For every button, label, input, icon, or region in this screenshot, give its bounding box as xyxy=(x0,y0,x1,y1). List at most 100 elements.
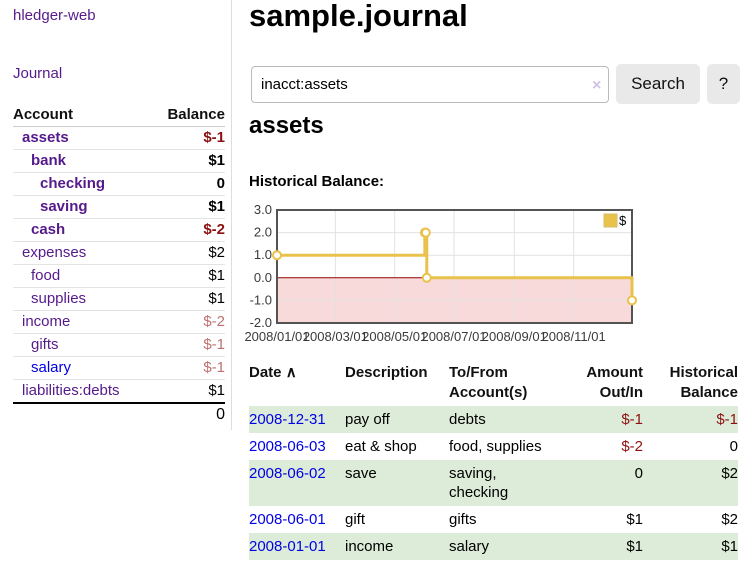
transaction-balance: $2 xyxy=(643,460,738,506)
sidebar-item-journal[interactable]: Journal xyxy=(13,65,63,82)
transaction-date-link[interactable]: 2008-01-01 xyxy=(249,538,326,555)
account-balance: $-1 xyxy=(150,356,225,380)
clear-search-icon[interactable]: × xyxy=(592,77,602,94)
transaction-accounts: debts xyxy=(449,406,549,433)
page-title: sample.journal xyxy=(249,0,468,33)
sidebar: hledger-web Journal Account Balance asse… xyxy=(0,0,232,430)
svg-text:1.0: 1.0 xyxy=(254,247,272,262)
svg-text:2008/11/01: 2008/11/01 xyxy=(542,329,606,344)
transaction-balance: 0 xyxy=(729,438,738,455)
account-row-checking: checking 0 xyxy=(13,172,225,196)
accounts-column-header: To/From Account(s) xyxy=(449,364,528,401)
account-balance: $1 xyxy=(150,379,225,403)
account-balance: $2 xyxy=(150,241,225,265)
main-content: sample.journal × Search ? assets Histori… xyxy=(249,0,742,582)
account-link-checking[interactable]: checking xyxy=(40,175,106,192)
account-link-assets[interactable]: assets xyxy=(22,129,69,146)
account-link-income[interactable]: income xyxy=(22,313,71,330)
register-table: Date ∧ Description To/From Account(s) Am… xyxy=(249,360,738,560)
transaction-description: save xyxy=(345,460,449,506)
register-row: 2008-06-03 eat & shop food, supplies $-2… xyxy=(249,433,738,460)
account-row-gifts: gifts $-1 xyxy=(13,333,225,357)
transaction-accounts: salary xyxy=(449,533,549,560)
accounts-header-row: Account Balance xyxy=(13,104,225,127)
accounts-balance-table: Account Balance assets $-1 bank $1 check… xyxy=(13,104,225,426)
account-balance: $1 xyxy=(150,264,225,288)
register-row: 2008-06-02 save saving, checking 0 $2 xyxy=(249,460,738,506)
chart-heading: Historical Balance: xyxy=(249,173,385,190)
account-link-food[interactable]: food xyxy=(31,267,61,284)
account-link-gifts[interactable]: gifts xyxy=(31,336,59,353)
register-row: 2008-06-01 gift gifts $1 $2 xyxy=(249,506,738,533)
transaction-description: income xyxy=(345,533,449,560)
account-row-food: food $1 xyxy=(13,264,225,288)
transaction-description: gift xyxy=(345,511,366,528)
account-balance: $-1 xyxy=(150,333,225,357)
balance-column-header: Balance xyxy=(150,104,225,127)
transaction-balance: $-1 xyxy=(643,406,738,433)
app-title-link[interactable]: hledger-web xyxy=(13,7,96,24)
account-link-saving[interactable]: saving xyxy=(40,198,88,215)
account-row-assets: assets $-1 xyxy=(13,127,225,150)
svg-text:2.0: 2.0 xyxy=(254,225,272,240)
account-row-income: income $-2 xyxy=(13,310,225,334)
transaction-date-link[interactable]: 2008-06-02 xyxy=(249,465,326,482)
account-heading: assets xyxy=(249,112,324,139)
account-balance: 0 xyxy=(150,172,225,196)
account-row-supplies: supplies $1 xyxy=(13,287,225,311)
account-link-bank[interactable]: bank xyxy=(31,152,67,169)
accounts-total-value: 0 xyxy=(150,402,225,426)
transaction-accounts: gifts xyxy=(449,511,477,528)
account-balance: $-2 xyxy=(150,310,225,334)
amount-column-header: Amount Out/In xyxy=(586,364,643,401)
date-column-header[interactable]: Date ∧ xyxy=(249,364,297,381)
account-balance: $-2 xyxy=(150,218,225,242)
transaction-accounts: food, supplies xyxy=(449,438,542,455)
account-row-cash: cash $-2 xyxy=(13,218,225,242)
historical-balance-chart: 3.0 2.0 1.0 0.0 -1.0 -2.02008/01/012008/03/01… xyxy=(244,205,637,344)
search-input[interactable] xyxy=(251,66,609,103)
transaction-balance: $1 xyxy=(643,533,738,560)
account-link-supplies[interactable]: supplies xyxy=(31,290,87,307)
svg-text:2008/03/01: 2008/03/01 xyxy=(303,329,368,344)
svg-text:2008/01/01: 2008/01/01 xyxy=(244,329,309,344)
register-row: 2008-12-31 pay off debts $-1 $-1 xyxy=(249,406,738,433)
svg-text:3.0: 3.0 xyxy=(254,205,272,217)
account-row-bank: bank $1 xyxy=(13,149,225,173)
transaction-amount: $1 xyxy=(626,511,643,528)
help-button[interactable]: ? xyxy=(707,64,740,104)
transaction-date-link[interactable]: 2008-12-31 xyxy=(249,411,326,428)
account-column-header: Account xyxy=(13,104,151,127)
account-row-salary: salary $-1 xyxy=(13,356,225,380)
svg-text:0.0: 0.0 xyxy=(254,270,272,285)
transaction-amount: 0 xyxy=(549,460,643,506)
account-link-cash[interactable]: cash xyxy=(31,221,66,238)
account-link-salary[interactable]: salary xyxy=(31,359,72,376)
transaction-description: pay off xyxy=(345,406,449,433)
accounts-total-row: 0 xyxy=(13,402,225,426)
register-row: 2008-01-01 income salary $1 $1 xyxy=(249,533,738,560)
sort-ascending-icon: ∧ xyxy=(285,364,297,381)
transaction-date-link[interactable]: 2008-06-01 xyxy=(249,511,326,528)
balance-column-header: Historical Balance xyxy=(669,364,738,401)
account-balance: $1 xyxy=(150,149,225,173)
account-row-liabilities-debts: liabilities:debts $1 xyxy=(13,379,225,403)
transaction-date-link[interactable]: 2008-06-03 xyxy=(249,438,326,455)
account-link-expenses[interactable]: expenses xyxy=(22,244,87,261)
svg-text:2008/07/01: 2008/07/01 xyxy=(421,329,486,344)
account-row-saving: saving $1 xyxy=(13,195,225,219)
transaction-balance: $2 xyxy=(721,511,738,528)
account-row-expenses: expenses $2 xyxy=(13,241,225,265)
transaction-accounts: saving, checking xyxy=(449,460,549,506)
transaction-amount: $-1 xyxy=(549,406,643,433)
account-link-liabilities-debts[interactable]: liabilities:debts xyxy=(22,382,120,399)
transaction-amount: $-2 xyxy=(621,438,643,455)
svg-text:$: $ xyxy=(619,213,627,228)
description-column-header: Description xyxy=(345,364,428,381)
transaction-amount: $1 xyxy=(549,533,643,560)
search-button[interactable]: Search xyxy=(616,64,700,104)
svg-text:-1.0: -1.0 xyxy=(250,292,272,307)
account-balance: $1 xyxy=(150,195,225,219)
svg-text:2008/05/01: 2008/05/01 xyxy=(362,329,427,344)
